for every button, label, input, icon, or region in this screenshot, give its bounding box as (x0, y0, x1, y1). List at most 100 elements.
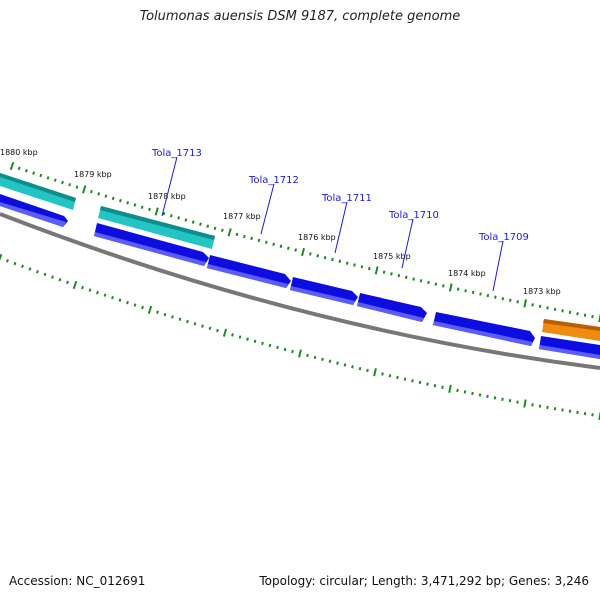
scale-tick (68, 183, 72, 187)
scale-tick (75, 185, 79, 189)
scale-tick (283, 347, 287, 352)
scale-tick (374, 266, 379, 275)
scale-tick (286, 246, 290, 250)
scale-tick (97, 192, 101, 196)
scale-tick (171, 315, 174, 319)
scale-tick (111, 295, 114, 300)
scale-tick (199, 222, 202, 226)
scale-tick (72, 280, 78, 290)
gene-label-tola-1709[interactable]: Tola_1709 (478, 232, 529, 243)
scale-tick (464, 289, 467, 293)
leader-line (334, 201, 348, 254)
scale-tick (272, 242, 275, 247)
scale-tick (494, 295, 497, 299)
scale-tick (81, 285, 84, 290)
scale-tick (448, 283, 453, 292)
scale-tick (471, 290, 475, 295)
scale-tick (328, 359, 332, 363)
scale-tick (163, 312, 167, 317)
scale-tick (366, 368, 369, 373)
scale-tick (96, 290, 99, 295)
leader-line (492, 240, 504, 292)
gene-label-tola-1712[interactable]: Tola_1712 (248, 175, 299, 186)
scale-tick (403, 377, 407, 381)
scale-tick (576, 312, 579, 316)
scale-tick (118, 298, 122, 302)
scale-tick (397, 273, 401, 278)
gene-orange-1873[interactable] (542, 319, 600, 341)
scale-tick (61, 180, 64, 185)
scale-tick (523, 399, 527, 408)
scale-tick (268, 343, 272, 348)
scale-tick (306, 353, 309, 358)
scale-tick (351, 365, 354, 369)
scale-tick (360, 265, 364, 269)
scale-tick (191, 220, 195, 224)
gene-label-tola-1710[interactable]: Tola_1710 (388, 210, 439, 221)
gene-teal-1880[interactable] (0, 173, 76, 210)
scale-tick (154, 207, 159, 216)
accession-text: Accession: NC_012691 (9, 574, 146, 588)
scale-tick (323, 255, 327, 260)
scale-tick (294, 248, 297, 252)
scale-tick (82, 185, 87, 194)
scale-tick (561, 309, 564, 313)
scale-tick (208, 326, 212, 331)
scale-tick (103, 293, 107, 297)
genome-backbone (0, 212, 600, 370)
scale-tick (508, 399, 512, 403)
scale-tick (39, 173, 43, 178)
scale-tick (316, 254, 320, 258)
leader-line (401, 218, 414, 269)
scale-tick (336, 361, 339, 365)
leader-line (161, 156, 178, 217)
scale-tick (388, 374, 392, 378)
scale-tick (21, 264, 24, 269)
scale-tick (591, 314, 594, 319)
scale-tick (46, 176, 50, 180)
scale-tick (486, 293, 490, 298)
scale-tick (111, 196, 115, 201)
gene-blue-tola-1711[interactable] (290, 277, 358, 305)
scale-tick (516, 400, 519, 404)
scale-tick (396, 375, 399, 380)
scale-tick (479, 292, 482, 296)
gene-blue-tola-1710[interactable] (357, 293, 427, 322)
scale-tick (531, 403, 534, 407)
scale-tick (6, 259, 9, 263)
scale-tick (104, 194, 108, 198)
gene-blue-tola-1713[interactable] (94, 223, 209, 266)
gene-blue-tola-1709[interactable] (433, 312, 535, 346)
scale-tick (508, 298, 512, 302)
kbp-label: 1876 kbp (298, 233, 336, 242)
scale-tick (133, 303, 137, 307)
scale-tick (28, 267, 32, 271)
scale-tick (119, 198, 122, 203)
scale-tick (448, 384, 452, 393)
gene-label-tola-1711[interactable]: Tola_1711 (321, 193, 372, 204)
scale-tick (257, 238, 261, 243)
scale-tick (553, 407, 557, 411)
scale-tick (501, 397, 504, 401)
map-title: Tolumonas auensis DSM 9187, complete gen… (139, 9, 461, 24)
scale-tick (213, 226, 217, 231)
scale-tick (17, 166, 21, 171)
gene-blue-tola-1712[interactable] (207, 255, 291, 288)
scale-tick (169, 214, 173, 218)
scale-tick (32, 171, 36, 175)
scale-tick (546, 306, 549, 310)
scale-tick (516, 300, 520, 304)
scale-tick (24, 169, 28, 173)
scale-tick (140, 205, 144, 209)
scale-tick (58, 277, 62, 282)
scale-tick (242, 234, 246, 239)
gene-teal-tola-1713[interactable] (98, 206, 215, 249)
kbp-label: 1880 kbp (0, 148, 38, 157)
gene-blue-1873[interactable] (539, 336, 600, 359)
scale-tick (148, 207, 151, 212)
gene-label-tola-1713[interactable]: Tola_1713 (151, 148, 202, 159)
scale-tick (353, 263, 356, 267)
scale-tick (538, 304, 542, 309)
gene-blue-1880[interactable] (0, 194, 68, 227)
scale-tick (88, 288, 92, 292)
